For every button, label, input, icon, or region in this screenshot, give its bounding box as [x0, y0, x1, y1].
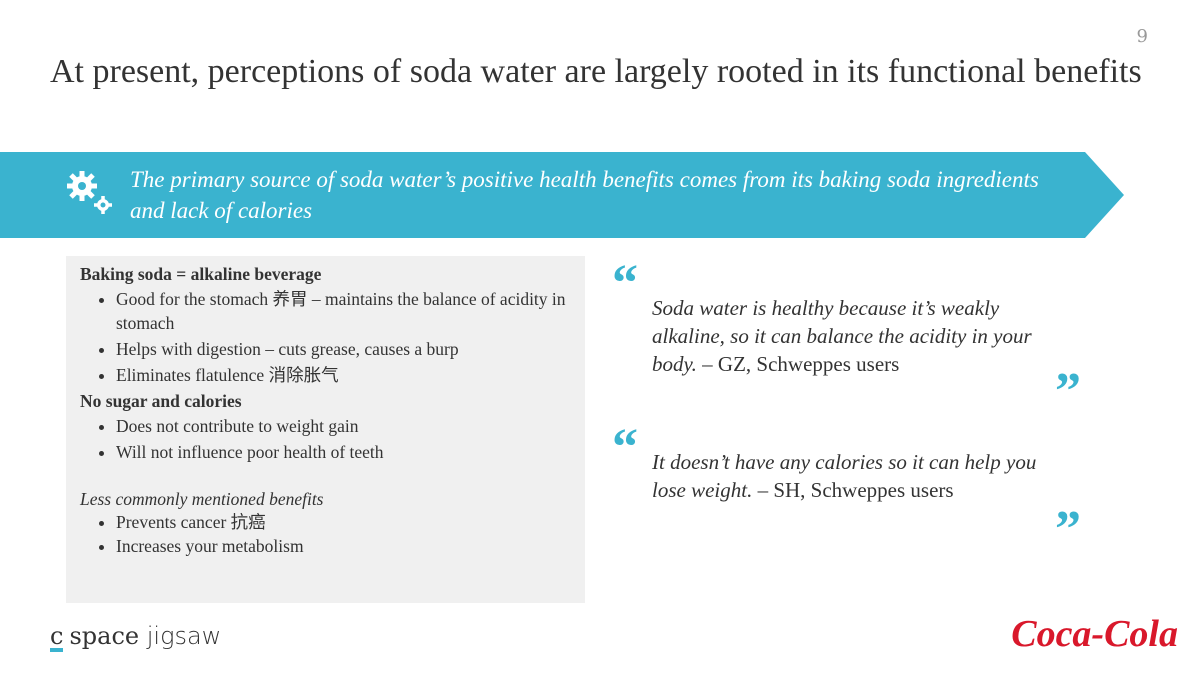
- banner-arrow: [0, 152, 1124, 238]
- bullet: Eliminates flatulence 消除胀气: [116, 363, 575, 387]
- bullet: Helps with digestion – cuts grease, caus…: [116, 337, 575, 361]
- close-quote: ”: [1055, 363, 1081, 420]
- subheading: Less commonly mentioned benefits: [80, 489, 324, 509]
- open-quote: “: [612, 255, 638, 312]
- title: At present, perceptions of soda water ar…: [50, 53, 1142, 90]
- quote-text: Soda water is healthy because it’s weakl…: [652, 296, 1032, 376]
- logo-space: space: [69, 622, 140, 650]
- bullet: Will not influence poor health of teeth: [116, 440, 575, 464]
- page-number: 9: [1136, 26, 1148, 47]
- banner-text: The primary source of soda water’s posit…: [130, 167, 1039, 223]
- bullet: Does not contribute to weight gain: [116, 414, 575, 438]
- quote-attribution: – GZ, Schweppes users: [702, 352, 900, 376]
- bullet: Prevents cancer 抗癌: [116, 510, 575, 534]
- quote-attribution: – SH, Schweppes users: [757, 478, 954, 502]
- heading: Baking soda = alkaline beverage: [80, 264, 322, 284]
- logo: c space jigsaw: [50, 622, 221, 652]
- banner: [0, 152, 1124, 238]
- heading: No sugar and calories: [80, 391, 242, 411]
- bullets: Good for the stomach 养胃 – maintains the …: [80, 287, 575, 387]
- benefits-box: [66, 256, 585, 603]
- open-quote: “: [612, 419, 638, 476]
- logo-jigsaw: jigsaw: [146, 622, 222, 650]
- bullets: Does not contribute to weight gain Will …: [80, 414, 575, 464]
- quote-text: It doesn’t have any calories so it can h…: [652, 450, 1037, 502]
- benefits-list: Baking soda = alkaline beverage Good for…: [80, 262, 575, 560]
- gear-icon: [67, 171, 112, 214]
- bullets: Prevents cancer 抗癌 Increases your metabo…: [80, 510, 575, 558]
- logo-c: c: [50, 622, 64, 652]
- close-quote: ”: [1055, 501, 1081, 558]
- quote: It doesn’t have any calories so it can h…: [652, 448, 1072, 504]
- client-logo: Coca-Cola: [1011, 613, 1178, 655]
- bullet: Increases your metabolism: [116, 534, 575, 558]
- quote: Soda water is healthy because it’s weakl…: [652, 294, 1072, 378]
- bullet: Good for the stomach 养胃 – maintains the …: [116, 287, 575, 335]
